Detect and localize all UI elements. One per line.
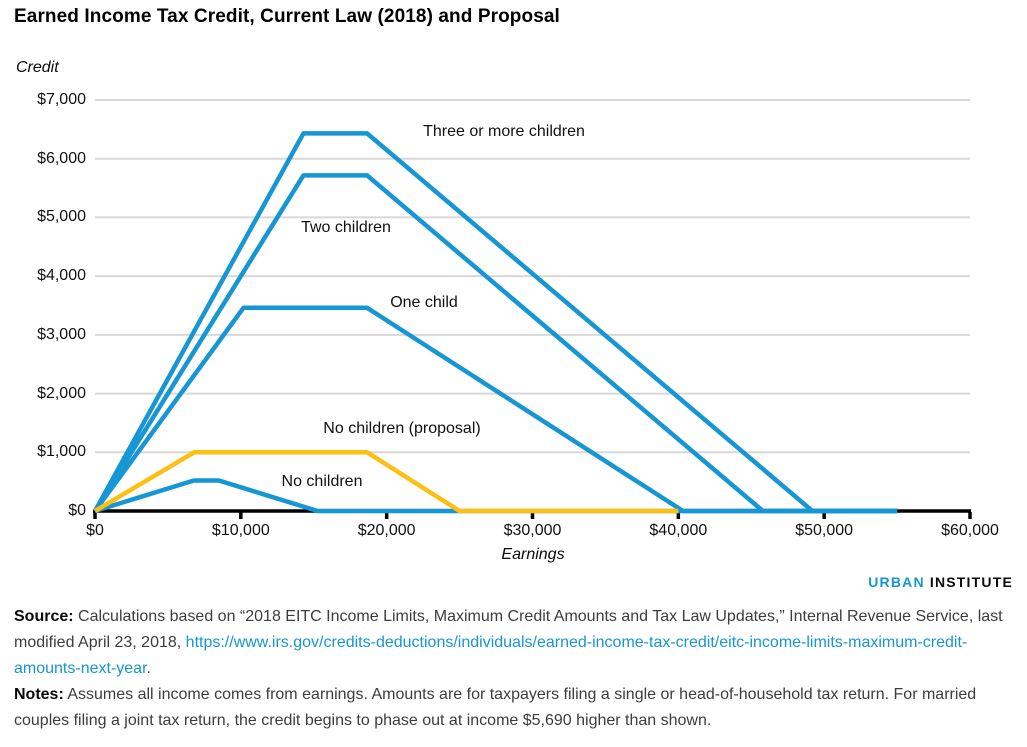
source-suffix: . — [146, 660, 151, 677]
x-tick-label-60-000: $60,000 — [941, 522, 999, 539]
series-label-one-child: One child — [387, 294, 461, 312]
series-line-three-or-more-children — [93, 131, 898, 514]
x-tick-label-10-000: $10,000 — [211, 522, 270, 539]
y-tick-label-7-000: $7,000 — [37, 91, 86, 108]
x-axis-title: Earnings — [501, 546, 565, 563]
source-label: Source: — [14, 608, 74, 625]
logo-word-institute: INSTITUTE — [929, 574, 1013, 590]
y-axis-title: Credit — [16, 59, 59, 76]
series-line-two-children — [93, 173, 898, 514]
source-text: Calculations based on “2018 EITC Income … — [14, 608, 1003, 651]
x-tick-label-30-000: $30,000 — [503, 522, 562, 539]
y-tick-label-0: $0 — [68, 502, 86, 519]
y-tick-label-4-000: $4,000 — [37, 267, 86, 285]
series-label-no-children-proposal: No children (proposal) — [320, 420, 484, 438]
y-tick-label-1-000: $1,000 — [37, 443, 86, 461]
series-line-no-children-proposal — [93, 450, 679, 514]
x-tick-label-50-000: $50,000 — [795, 522, 854, 539]
logo-word-urban: URBAN — [868, 574, 925, 590]
notes-label: Notes: — [14, 686, 64, 703]
y-tick-label-6-000: $6,000 — [37, 149, 86, 167]
series-line-no-children — [94, 478, 898, 514]
x-tick-label-0: $0 — [86, 522, 104, 539]
notes-text: Assumes all income comes from earnings. … — [14, 686, 977, 729]
notes: Notes: Assumes all income comes from ear… — [14, 682, 1016, 734]
urban-institute-logo: URBAN INSTITUTE — [868, 574, 1013, 590]
series-label-no-children: No children — [278, 473, 366, 491]
x-tick-label-40-000: $40,000 — [649, 522, 708, 539]
chart-title: Earned Income Tax Credit, Current Law (2… — [14, 6, 560, 27]
series-line-one-child — [93, 305, 898, 514]
x-tick-label-20-000: $20,000 — [357, 522, 416, 539]
source-note: Source: Calculations based on “2018 EITC… — [14, 604, 1016, 682]
y-tick-label-2-000: $2,000 — [37, 384, 86, 402]
y-tick-label-5-000: $5,000 — [37, 208, 86, 226]
footnotes: Source: Calculations based on “2018 EITC… — [14, 604, 1016, 734]
series-label-two-children: Two children — [298, 219, 394, 237]
y-tick-label-3-000: $3,000 — [37, 325, 86, 343]
series-label-three-or-more-children: Three or more children — [420, 123, 588, 141]
source-link[interactable]: https://www.irs.gov/credits-deductions/i… — [14, 634, 968, 677]
